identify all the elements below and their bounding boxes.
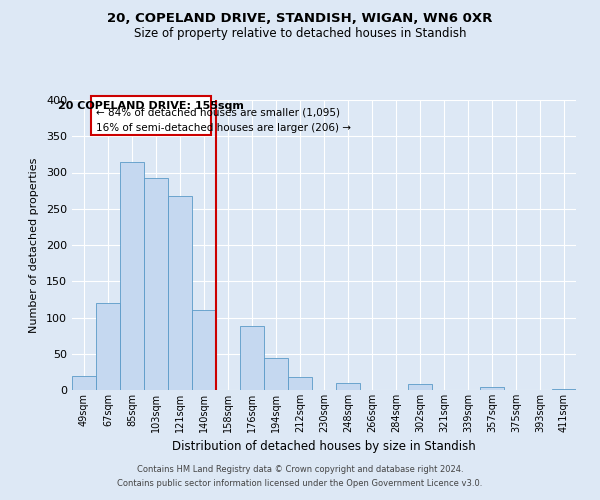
Text: 20 COPELAND DRIVE: 155sqm: 20 COPELAND DRIVE: 155sqm xyxy=(58,100,244,110)
Bar xyxy=(480,387,504,390)
Text: 16% of semi-detached houses are larger (206) →: 16% of semi-detached houses are larger (… xyxy=(96,123,351,133)
Bar xyxy=(168,196,192,390)
Bar xyxy=(408,384,432,390)
Text: ← 84% of detached houses are smaller (1,095): ← 84% of detached houses are smaller (1,… xyxy=(96,108,340,118)
Bar xyxy=(288,377,312,390)
Text: Size of property relative to detached houses in Standish: Size of property relative to detached ho… xyxy=(134,28,466,40)
Bar xyxy=(336,384,360,390)
Bar xyxy=(96,303,120,390)
Bar xyxy=(91,96,211,135)
X-axis label: Distribution of detached houses by size in Standish: Distribution of detached houses by size … xyxy=(172,440,476,454)
Text: 20, COPELAND DRIVE, STANDISH, WIGAN, WN6 0XR: 20, COPELAND DRIVE, STANDISH, WIGAN, WN6… xyxy=(107,12,493,26)
Text: Contains HM Land Registry data © Crown copyright and database right 2024.
Contai: Contains HM Land Registry data © Crown c… xyxy=(118,466,482,487)
Bar xyxy=(552,388,576,390)
Y-axis label: Number of detached properties: Number of detached properties xyxy=(29,158,39,332)
Bar xyxy=(120,162,144,390)
Bar xyxy=(144,178,168,390)
Bar xyxy=(240,326,264,390)
Bar xyxy=(264,358,288,390)
Bar xyxy=(192,310,216,390)
Bar xyxy=(72,376,96,390)
